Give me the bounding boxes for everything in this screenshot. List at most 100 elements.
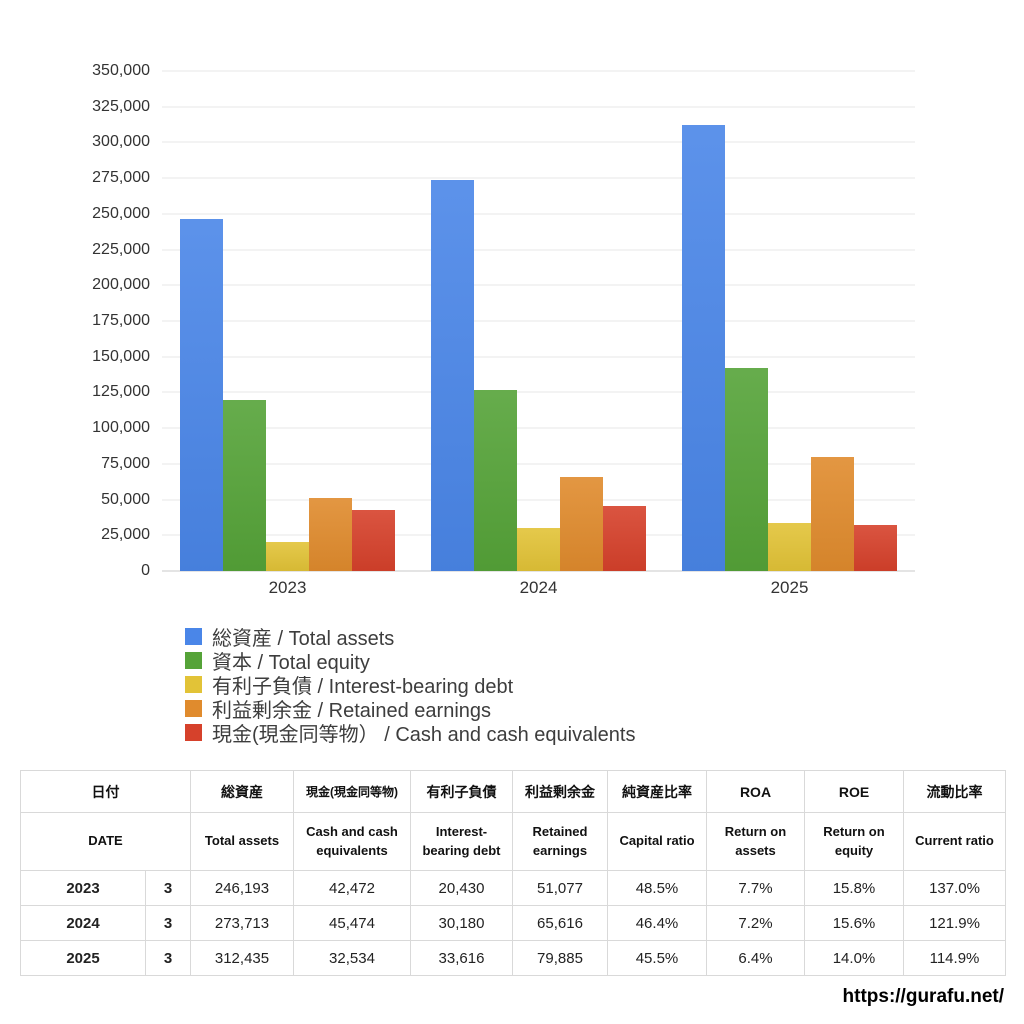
table-header-en: Interest-bearing debt — [410, 812, 513, 871]
table-header-jp: ROE — [804, 770, 904, 813]
cell-value: 42,472 — [293, 870, 411, 906]
cell-value: 7.2% — [706, 905, 805, 941]
cell-value: 30,180 — [410, 905, 513, 941]
bar-group-2023 — [162, 71, 413, 571]
legend-swatch-icon — [185, 699, 202, 717]
legend-swatch-icon — [185, 723, 202, 741]
bar-series3-2023 — [266, 541, 309, 571]
cell-year: 2025 — [20, 940, 146, 976]
legend-label: 総資産 / Total assets — [212, 627, 395, 650]
cell-value: 137.0% — [903, 870, 1006, 906]
table-header-en: Capital ratio — [607, 812, 707, 871]
bar-series1-2024 — [431, 179, 474, 571]
gridline — [162, 70, 915, 72]
cell-value: 48.5% — [607, 870, 707, 906]
table-header-en: Cash and cash equivalents — [293, 812, 411, 871]
table-header-jp: 流動比率 — [903, 770, 1006, 813]
cell-value: 312,435 — [190, 940, 294, 976]
y-tick-label: 75,000 — [101, 454, 150, 472]
gridline — [162, 320, 915, 322]
cell-month: 3 — [145, 940, 191, 976]
cell-value: 6.4% — [706, 940, 805, 976]
cell-value: 7.7% — [706, 870, 805, 906]
table-header-jp: 日付 — [20, 770, 191, 813]
gridline — [162, 463, 915, 465]
cell-value: 121.9% — [903, 905, 1006, 941]
cell-value: 20,430 — [410, 870, 513, 906]
table-header-jp: 純資産比率 — [607, 770, 707, 813]
y-tick-label: 325,000 — [92, 97, 150, 115]
gridline — [162, 213, 915, 215]
cell-value: 46.4% — [607, 905, 707, 941]
cell-value: 65,616 — [512, 905, 608, 941]
y-axis: 0 25,000 50,000 75,000 100,000 125,000 150,000… — [0, 62, 150, 579]
legend-label: 有利子負債 / Interest-bearing debt — [212, 675, 514, 698]
table-body: 2023 3 246,193 42,472 20,430 51,077 48.5% 7.7% 1… — [20, 870, 1006, 976]
x-axis-label-2023: 2023 — [268, 578, 307, 597]
cell-value: 51,077 — [512, 870, 608, 906]
bar-series5-2023 — [352, 510, 395, 571]
bar-series1-2023 — [180, 219, 223, 571]
x-axis-labels: 2023 2024 2025 — [162, 578, 915, 598]
cell-value: 15.6% — [804, 905, 904, 941]
table-header-en: Total assets — [190, 812, 294, 871]
y-tick-label: 125,000 — [92, 383, 150, 401]
table-header-row-jp: 日付 総資産 現金(現金同等物) 有利子負債 利益剰余金 純資産比率 ROA ROE 流動比率 — [20, 770, 1006, 813]
gridline — [162, 284, 915, 286]
financial-data-table: 日付 総資産 現金(現金同等物) 有利子負債 利益剰余金 純資産比率 ROA ROE 流動比率 D… — [20, 770, 1006, 976]
bar-series3-2024 — [517, 527, 560, 571]
chart-legend: 総資産 / Total assets 資本 / Total equity 有利子負債… — [185, 624, 636, 746]
legend-item-4: 利益剰余金 / Retained earnings — [185, 696, 636, 722]
table-row-2025: 2025 3 312,435 32,534 33,616 79,885 45.5% 6.4% 1… — [20, 940, 1006, 976]
table-header-en: Current ratio — [903, 812, 1006, 871]
gridline — [162, 249, 915, 251]
table-header-en: Retained earnings — [512, 812, 608, 871]
table-header-jp: 現金(現金同等物) — [293, 770, 411, 813]
cell-value: 273,713 — [190, 905, 294, 941]
cell-year: 2023 — [20, 870, 146, 906]
bar-groups — [162, 71, 915, 571]
bar-series3-2025 — [768, 522, 811, 571]
table-header-jp: 有利子負債 — [410, 770, 513, 813]
table-header-jp: 総資産 — [190, 770, 294, 813]
bar-series4-2024 — [560, 477, 603, 571]
gridline — [162, 427, 915, 429]
legend-swatch-icon — [185, 675, 202, 693]
y-tick-label: 300,000 — [92, 133, 150, 151]
cell-month: 3 — [145, 905, 191, 941]
y-tick-label: 275,000 — [92, 169, 150, 187]
y-tick-label: 250,000 — [92, 204, 150, 222]
cell-value: 45,474 — [293, 905, 411, 941]
bar-series2-2025 — [725, 367, 768, 571]
bar-group-2025 — [664, 71, 915, 571]
y-tick-label: 100,000 — [92, 419, 150, 437]
table-head: 日付 総資産 現金(現金同等物) 有利子負債 利益剰余金 純資産比率 ROA ROE 流動比率 D… — [20, 770, 1006, 871]
gridline — [162, 499, 915, 501]
cell-value: 45.5% — [607, 940, 707, 976]
table-header-jp: 利益剰余金 — [512, 770, 608, 813]
cell-value: 33,616 — [410, 940, 513, 976]
legend-item-5: 現金(現金同等物） / Cash and cash equivalents — [185, 720, 636, 746]
table-header-row-en: DATE Total assets Cash and cash equivalent… — [20, 812, 1006, 871]
bar-series1-2025 — [682, 124, 725, 571]
bar-series2-2024 — [474, 389, 517, 571]
y-tick-label: 350,000 — [92, 62, 150, 79]
y-tick-label: 175,000 — [92, 312, 150, 329]
table-header-en: Return on assets — [706, 812, 805, 871]
legend-label: 資本 / Total equity — [212, 651, 370, 674]
cell-month: 3 — [145, 870, 191, 906]
legend-swatch-icon — [185, 651, 202, 669]
y-tick-label: 150,000 — [92, 347, 150, 365]
cell-value: 79,885 — [512, 940, 608, 976]
y-tick-label: 25,000 — [101, 526, 150, 544]
y-tick-label: 0 — [141, 562, 150, 579]
x-axis-label-2025: 2025 — [770, 578, 809, 597]
table-header-en: DATE — [20, 812, 191, 871]
table-header-jp: ROA — [706, 770, 805, 813]
gridline — [162, 356, 915, 358]
bar-series5-2024 — [603, 506, 646, 571]
cell-year: 2024 — [20, 905, 146, 941]
y-tick-label: 200,000 — [92, 276, 150, 294]
gridline — [162, 570, 915, 572]
y-tick-label: 225,000 — [92, 240, 150, 258]
